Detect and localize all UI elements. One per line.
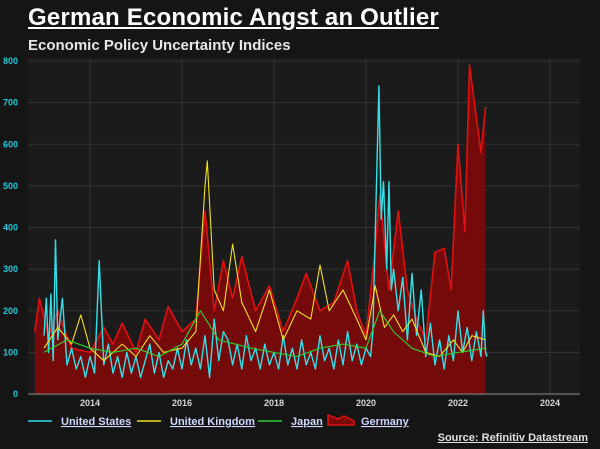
united-states-line xyxy=(43,85,488,379)
y-tick-label: 600 xyxy=(3,139,18,149)
y-tick-label: 800 xyxy=(3,56,18,66)
x-tick-label: 2016 xyxy=(172,398,192,408)
legend-label-germany: Germany xyxy=(361,416,410,428)
x-tick-label: 2024 xyxy=(540,398,560,408)
chart-title: German Economic Angst an Outlier xyxy=(28,4,439,31)
x-tick-label: 2020 xyxy=(356,398,376,408)
legend-label-united-states: United States xyxy=(61,416,131,428)
y-tick-label: 0 xyxy=(13,389,18,399)
x-tick-label: 2022 xyxy=(448,398,468,408)
source-note: Source: Refinitiv Datastream xyxy=(437,432,588,444)
x-tick-label: 2014 xyxy=(80,398,100,408)
y-tick-label: 400 xyxy=(3,223,18,233)
germany-line xyxy=(34,64,487,354)
legend-label-united-kingdom: United Kingdom xyxy=(170,416,255,428)
y-tick-label: 700 xyxy=(3,98,18,108)
united-kingdom-line xyxy=(43,160,486,362)
legend-swatch-germany xyxy=(327,413,355,426)
x-tick-label: 2018 xyxy=(264,398,284,408)
y-tick-label: 200 xyxy=(3,306,18,316)
y-tick-label: 100 xyxy=(3,347,18,357)
legend-label-japan: Japan xyxy=(291,416,323,428)
japan-line xyxy=(43,310,486,358)
chart-subtitle: Economic Policy Uncertainty Indices xyxy=(28,37,291,54)
y-tick-label: 500 xyxy=(3,181,18,191)
y-tick-label: 300 xyxy=(3,264,18,274)
